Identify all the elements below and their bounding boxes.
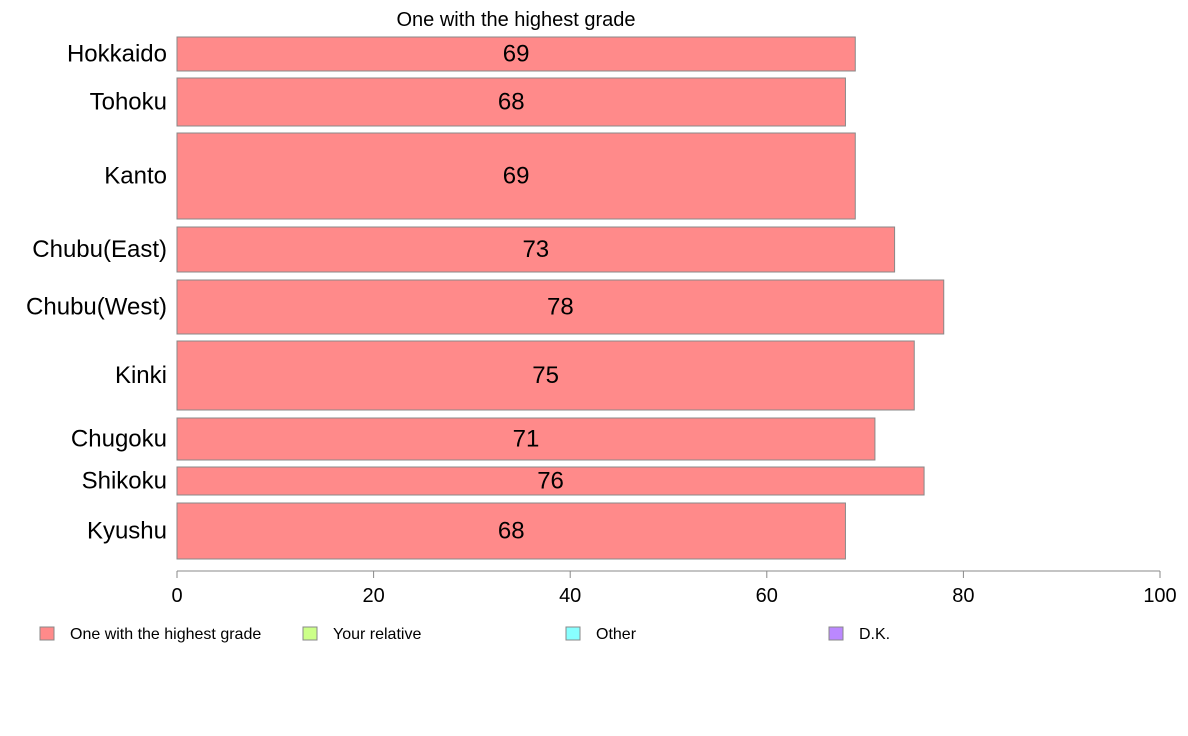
- category-label: Chugoku: [71, 426, 167, 453]
- category-label: Tohoku: [90, 89, 167, 116]
- legend-swatch: [828, 626, 844, 641]
- value-label: 75: [532, 362, 559, 389]
- bar-kinki: [176, 340, 915, 411]
- legend-label: One with the highest grade: [70, 626, 261, 643]
- value-label: 68: [498, 518, 525, 545]
- bar-kanto: [176, 132, 856, 220]
- category-label: Chubu(East): [32, 236, 167, 263]
- bar-chubu-east-: [176, 226, 896, 273]
- x-tick-label: 80: [952, 585, 974, 607]
- category-label: Kyushu: [87, 518, 167, 545]
- bars-group: [176, 36, 945, 560]
- category-label: Kanto: [104, 163, 167, 190]
- value-label: 71: [513, 426, 540, 453]
- legend-swatch: [565, 626, 581, 641]
- category-labels: Hokkaido Tohoku Kanto Chubu(East) Chubu(West…: [26, 41, 167, 545]
- bar-shikoku: [176, 466, 925, 496]
- legend-label: Your relative: [333, 626, 421, 643]
- category-label: Chubu(West): [26, 294, 167, 321]
- x-tick-label: 40: [559, 585, 581, 607]
- bar-chugoku: [176, 417, 876, 461]
- x-axis: 0 20 40 60 80 100: [171, 570, 1177, 607]
- x-tick-label: 20: [362, 585, 384, 607]
- legend-swatch: [39, 626, 55, 641]
- legend: One with the highest grade Your relative O…: [39, 626, 890, 643]
- bar-tohoku: [176, 77, 846, 127]
- value-label: 69: [503, 41, 530, 68]
- bar-hokkaido: [176, 36, 856, 72]
- legend-label: Other: [596, 626, 637, 643]
- value-labels: 69 68 69 73 78 75 71 76 68: [498, 41, 574, 545]
- value-label: 78: [547, 294, 574, 321]
- x-tick-label: 100: [1143, 585, 1176, 607]
- chart-title: One with the highest grade: [396, 9, 635, 31]
- value-label: 76: [537, 468, 564, 495]
- category-label: Hokkaido: [67, 41, 167, 68]
- legend-label: D.K.: [859, 626, 890, 643]
- x-tick-label: 0: [171, 585, 182, 607]
- x-tick-label: 60: [756, 585, 778, 607]
- bar-chubu-west-: [176, 279, 945, 335]
- value-label: 73: [522, 236, 549, 263]
- value-label: 68: [498, 89, 525, 116]
- legend-swatch: [302, 626, 318, 641]
- category-label: Kinki: [115, 362, 167, 389]
- bar-kyushu: [176, 502, 846, 560]
- value-label: 69: [503, 163, 530, 190]
- category-label: Shikoku: [82, 468, 167, 495]
